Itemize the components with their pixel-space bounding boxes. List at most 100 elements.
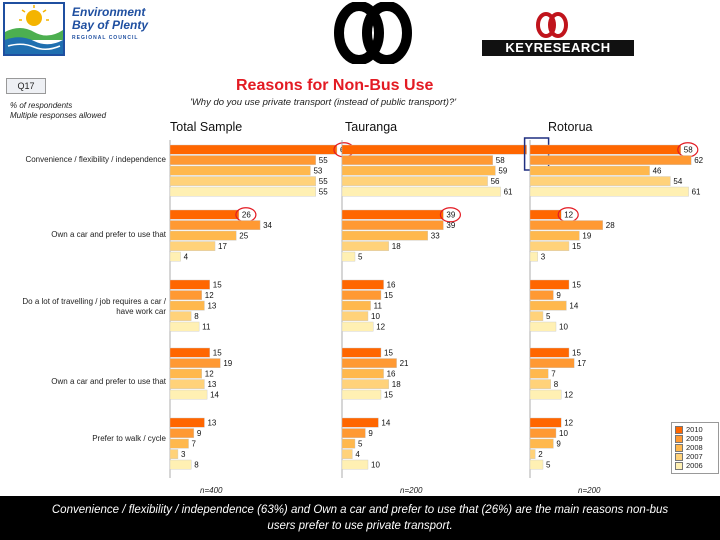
bar-1-0-2007 <box>341 176 488 187</box>
bar-1-2-2006 <box>341 321 374 332</box>
chart-legend: 2010 2009 2008 2007 2006 <box>671 422 719 474</box>
data-label-2-3-2009: 17 <box>577 359 586 368</box>
bar-0-3-2006 <box>169 389 208 400</box>
bar-1-0-2009 <box>341 155 494 166</box>
data-label-1-0-2008: 59 <box>498 167 507 176</box>
chart-subtitle: 'Why do you use private transport (inste… <box>190 97 457 108</box>
data-label-2-4-2006: 5 <box>546 461 551 470</box>
bar-2-3-2009 <box>529 358 575 369</box>
bar-2-3-2010 <box>529 347 570 358</box>
bar-2-3-2006 <box>529 389 562 400</box>
data-label-0-1-2010: 26 <box>242 211 251 220</box>
bar-2-0-2006 <box>529 186 689 197</box>
bar-1-1-2006 <box>341 251 356 262</box>
data-label-2-4-2010: 12 <box>564 419 573 428</box>
bar-2-1-2010 <box>529 209 562 220</box>
data-label-1-0-2009: 58 <box>496 156 505 165</box>
bar-0-4-2008 <box>169 438 189 449</box>
data-label-1-4-2009: 9 <box>368 429 373 438</box>
bar-0-2-2010 <box>169 279 210 290</box>
data-label-0-3-2010: 15 <box>213 349 222 358</box>
legend-label-2010: 2010 <box>686 425 703 434</box>
legend-label-2007: 2007 <box>686 452 703 461</box>
data-label-1-4-2010: 14 <box>381 419 390 428</box>
data-label-1-3-2008: 16 <box>387 370 396 379</box>
data-label-1-1-2010: 39 <box>446 211 455 220</box>
data-label-1-3-2009: 21 <box>400 359 409 368</box>
data-label-0-4-2010: 13 <box>207 419 216 428</box>
data-label-0-1-2008: 25 <box>239 232 248 241</box>
bar-1-2-2008 <box>341 300 371 311</box>
summary-bar: Convenience / flexibility / independence… <box>0 496 720 540</box>
bar-0-0-2010 <box>169 144 338 155</box>
legend-label-2009: 2009 <box>686 434 703 443</box>
data-label-2-1-2009: 28 <box>606 221 615 230</box>
rings-logo <box>334 2 412 64</box>
data-label-2-4-2008: 9 <box>556 440 561 449</box>
bar-0-3-2008 <box>169 368 202 379</box>
data-label-1-3-2010: 15 <box>384 349 393 358</box>
bar-0-3-2007 <box>169 379 205 390</box>
data-label-0-3-2009: 19 <box>223 359 232 368</box>
data-label-2-1-2006: 3 <box>541 253 546 262</box>
data-label-0-2-2010: 15 <box>213 281 222 290</box>
bar-2-0-2009 <box>529 155 692 166</box>
percent-note: % of respondents Multiple responses allo… <box>10 101 106 121</box>
data-label-2-2-2006: 10 <box>559 323 568 332</box>
summary-line-1: Convenience / flexibility / independence… <box>51 504 669 516</box>
logo-line-3: REGIONAL COUNCIL <box>72 35 139 41</box>
bar-2-4-2009 <box>529 428 557 439</box>
bar-1-1-2007 <box>341 241 389 252</box>
question-badge: Q17 <box>6 78 46 94</box>
bar-0-2-2006 <box>169 321 200 332</box>
summary-line-2: users prefer to use private transport. <box>267 520 453 532</box>
sample-size-total: n=400 <box>200 486 223 495</box>
data-label-1-2-2009: 15 <box>384 291 393 300</box>
keyresearch-logo: KEYRESEARCH <box>482 12 634 56</box>
bar-1-2-2007 <box>341 311 369 322</box>
bar-0-0-2006 <box>169 186 316 197</box>
data-label-2-2-2007: 5 <box>546 312 551 321</box>
data-label-0-0-2006: 55 <box>319 188 328 197</box>
category-label-walk-cycle: Prefer to walk / cycle <box>92 434 166 443</box>
bar-1-2-2010 <box>341 279 384 290</box>
data-label-1-1-2008: 33 <box>431 232 440 241</box>
keyresearch-logo-text: KEYRESEARCH <box>505 40 610 55</box>
data-label-1-4-2007: 4 <box>355 450 360 459</box>
bar-2-0-2010 <box>529 144 682 155</box>
bar-0-0-2007 <box>169 176 316 187</box>
sample-size-rotorua: n=200 <box>578 486 601 495</box>
bar-1-0-2008 <box>341 165 496 176</box>
bar-0-1-2008 <box>169 230 237 241</box>
data-label-1-1-2009: 39 <box>446 221 455 230</box>
bar-2-0-2007 <box>529 176 671 187</box>
bar-1-1-2008 <box>341 230 429 241</box>
category-label-travelling: Do a lot of travelling / job requires a … <box>22 297 166 316</box>
data-label-0-3-2008: 12 <box>205 370 214 379</box>
bar-0-1-2009 <box>169 220 261 231</box>
data-label-2-1-2008: 19 <box>582 232 591 241</box>
bar-0-4-2010 <box>169 417 205 428</box>
data-label-0-3-2007: 13 <box>207 380 216 389</box>
bar-2-4-2006 <box>529 459 544 470</box>
data-label-2-3-2006: 12 <box>564 391 573 400</box>
panel-title-rotorua: Rotorua <box>548 120 593 134</box>
data-label-1-2-2006: 12 <box>376 323 385 332</box>
bar-2-2-2007 <box>529 311 544 322</box>
data-label-2-1-2010: 12 <box>564 211 573 220</box>
bar-2-4-2007 <box>529 449 536 460</box>
bar-2-1-2007 <box>529 241 570 252</box>
highlight-circle-1-1 <box>439 207 461 223</box>
data-label-0-0-2009: 55 <box>319 156 328 165</box>
data-label-0-0-2007: 55 <box>319 177 328 186</box>
bar-0-0-2008 <box>169 165 311 176</box>
data-label-0-3-2006: 14 <box>210 391 219 400</box>
bar-0-1-2006 <box>169 251 181 262</box>
bar-0-3-2009 <box>169 358 221 369</box>
sample-size-tauranga: n=200 <box>400 486 423 495</box>
legend-item-2007: 2007 <box>675 452 703 462</box>
bar-0-2-2009 <box>169 290 202 301</box>
bar-1-3-2007 <box>341 379 389 390</box>
legend-item-2009: 2009 <box>675 434 703 444</box>
bar-0-1-2007 <box>169 241 216 252</box>
